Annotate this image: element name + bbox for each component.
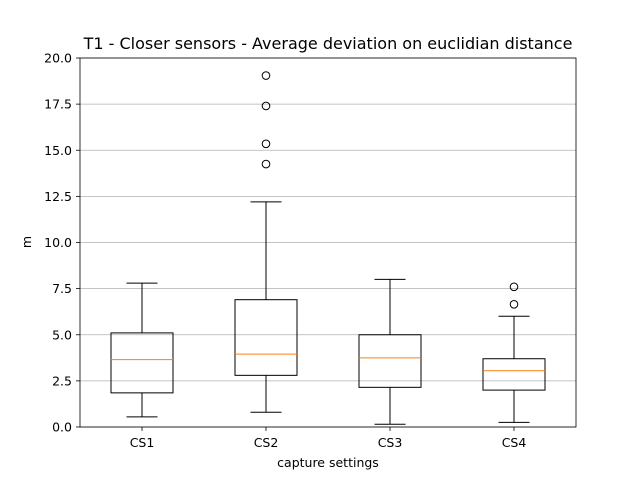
box-cs1 <box>110 332 174 394</box>
x-tick-label: CS4 <box>502 435 527 450</box>
box-cs4 <box>482 358 546 391</box>
y-tick-label: 7.5 <box>52 281 72 296</box>
y-axis-label: m <box>19 236 34 248</box>
y-tick-label: 15.0 <box>44 143 72 158</box>
x-tick-label: CS2 <box>254 435 279 450</box>
plot-frame <box>79 57 577 428</box>
y-tick-label: 20.0 <box>44 51 72 66</box>
chart-title: T1 - Closer sensors - Average deviation … <box>83 34 573 53</box>
outlier-point <box>261 71 271 80</box>
outlier-point <box>509 282 519 292</box>
outlier-point <box>261 159 271 169</box>
x-axis-label: capture settings <box>277 455 379 470</box>
y-tick-label: 17.5 <box>44 97 72 112</box>
box-cs2 <box>234 299 298 376</box>
y-tick-label: 5.0 <box>52 327 72 342</box>
y-tick-label: 12.5 <box>44 189 72 204</box>
outlier-point <box>261 139 271 149</box>
y-tick-label: 2.5 <box>52 373 72 388</box>
box-cs3 <box>358 334 422 388</box>
y-tick-label: 0.0 <box>52 420 72 435</box>
plot-area: 0.0 2.5 5.0 7.5 10.0 12.5 15.0 17.5 20.0 CS1 CS2 CS… <box>44 51 577 450</box>
outlier-point <box>509 300 519 309</box>
outlier-point <box>261 101 271 111</box>
x-tick-label: CS1 <box>130 435 155 450</box>
x-tick-label: CS3 <box>378 435 403 450</box>
y-tick-label: 10.0 <box>44 235 72 250</box>
